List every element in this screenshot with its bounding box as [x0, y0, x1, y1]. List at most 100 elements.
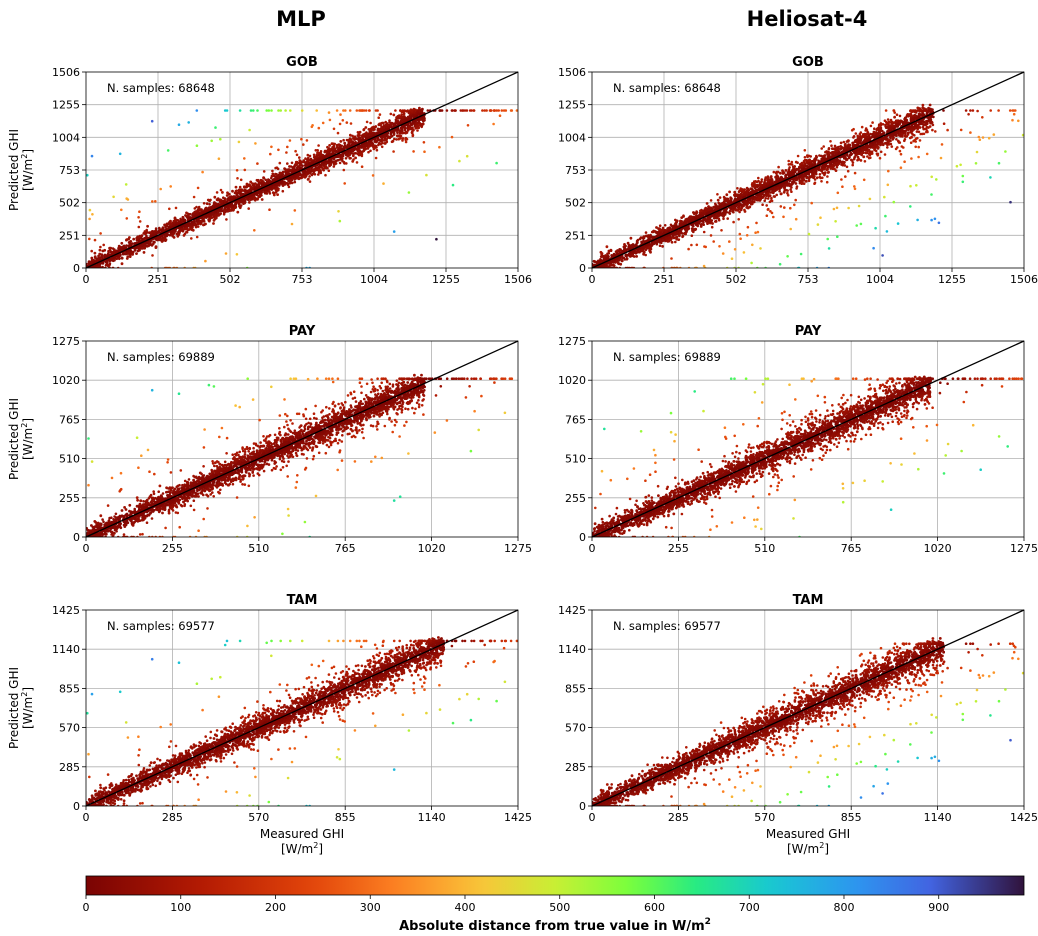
scatter-point	[239, 178, 243, 182]
scatter-point	[341, 154, 344, 158]
scatter-point	[730, 257, 734, 261]
scatter-point	[722, 217, 725, 221]
scatter-point	[502, 109, 506, 112]
scatter-point	[465, 154, 469, 158]
scatter-point	[827, 170, 830, 174]
scatter-point	[750, 200, 753, 203]
scatter-point	[230, 207, 234, 211]
scatter-point	[253, 229, 256, 232]
scatter-point	[790, 163, 794, 166]
scatter-point	[278, 161, 282, 165]
scatter-point	[236, 177, 239, 180]
scatter-point	[408, 116, 412, 120]
scatter-point	[145, 228, 148, 232]
scatter-point	[245, 185, 249, 189]
scatter-point	[1017, 119, 1020, 123]
scatter-point	[881, 123, 885, 126]
scatter-point	[379, 127, 382, 131]
scatter-point	[931, 128, 934, 132]
scatter-point	[402, 113, 405, 116]
scatter-point	[109, 246, 113, 250]
scatter-point	[899, 152, 903, 156]
scatter-point	[117, 244, 121, 248]
scatter-point	[244, 190, 248, 193]
scatter-point	[240, 188, 244, 192]
scatter-point	[335, 150, 339, 154]
scatter-point	[110, 250, 113, 254]
scatter-point	[403, 126, 407, 130]
scatter-point	[398, 134, 402, 138]
scatter-point	[332, 165, 336, 168]
scatter-point	[845, 165, 849, 169]
scatter-point	[372, 147, 376, 151]
scatter-point	[897, 139, 900, 143]
scatter-point	[976, 109, 979, 113]
scatter-point	[914, 145, 917, 149]
scatter-point	[644, 253, 647, 257]
scatter-point	[253, 196, 257, 200]
scatter-point	[138, 234, 142, 238]
scatter-point	[395, 134, 399, 137]
scatter-point	[893, 116, 896, 119]
scatter-point	[107, 253, 111, 257]
scatter-point	[166, 233, 170, 237]
scatter-point	[126, 255, 130, 258]
scatter-point	[769, 210, 772, 213]
scatter-point	[366, 134, 370, 138]
scatter-point	[259, 189, 263, 193]
scatter-point	[154, 200, 157, 203]
scatter-point	[886, 146, 889, 149]
scatter-point	[987, 136, 991, 140]
scatter-point	[732, 220, 735, 224]
scatter-point	[445, 109, 449, 112]
scatter-point	[374, 156, 378, 160]
scatter-point	[95, 266, 99, 268]
scatter-point	[890, 145, 894, 148]
scatter-point	[289, 179, 292, 183]
scatter-point	[900, 145, 904, 148]
scatter-point	[819, 216, 822, 219]
scatter-point	[208, 213, 212, 217]
scatter-point	[298, 159, 302, 163]
scatter-point	[871, 121, 874, 124]
scatter-point	[169, 219, 172, 223]
scatter-point	[281, 189, 285, 193]
scatter-point	[377, 116, 381, 119]
scatter-point	[767, 207, 770, 211]
scatter-point	[281, 184, 285, 187]
scatter-point	[388, 119, 391, 122]
scatter-point	[100, 255, 104, 258]
scatter-point	[720, 229, 723, 232]
scatter-point	[113, 258, 116, 262]
scatter-point	[909, 141, 913, 144]
scatter-point	[803, 149, 807, 152]
scatter-point	[249, 109, 253, 112]
scatter-point	[138, 210, 141, 213]
scatter-point	[829, 140, 832, 143]
scatter-point	[296, 175, 300, 178]
scatter-point	[766, 197, 770, 200]
scatter-point	[102, 243, 105, 247]
scatter-point	[287, 185, 291, 189]
scatter-point	[820, 180, 823, 183]
scatter-point	[209, 216, 213, 219]
scatter-point	[364, 126, 368, 129]
scatter-point	[238, 185, 242, 189]
scatter-point	[420, 123, 424, 126]
scatter-point	[272, 193, 276, 197]
scatter-point	[306, 170, 310, 174]
scatter-point	[695, 243, 699, 247]
scatter-point	[946, 128, 949, 132]
x-tick-label: 1255	[432, 273, 460, 286]
scatter-point	[288, 139, 292, 142]
scatter-point	[789, 206, 792, 210]
scatter-point	[420, 108, 423, 112]
scatter-point	[378, 113, 382, 116]
scatter-point	[859, 222, 863, 226]
scatter-point	[498, 114, 502, 117]
scatter-point	[195, 109, 199, 112]
scatter-point	[1009, 200, 1012, 204]
scatter-point	[872, 246, 875, 250]
scatter-point	[88, 208, 92, 212]
